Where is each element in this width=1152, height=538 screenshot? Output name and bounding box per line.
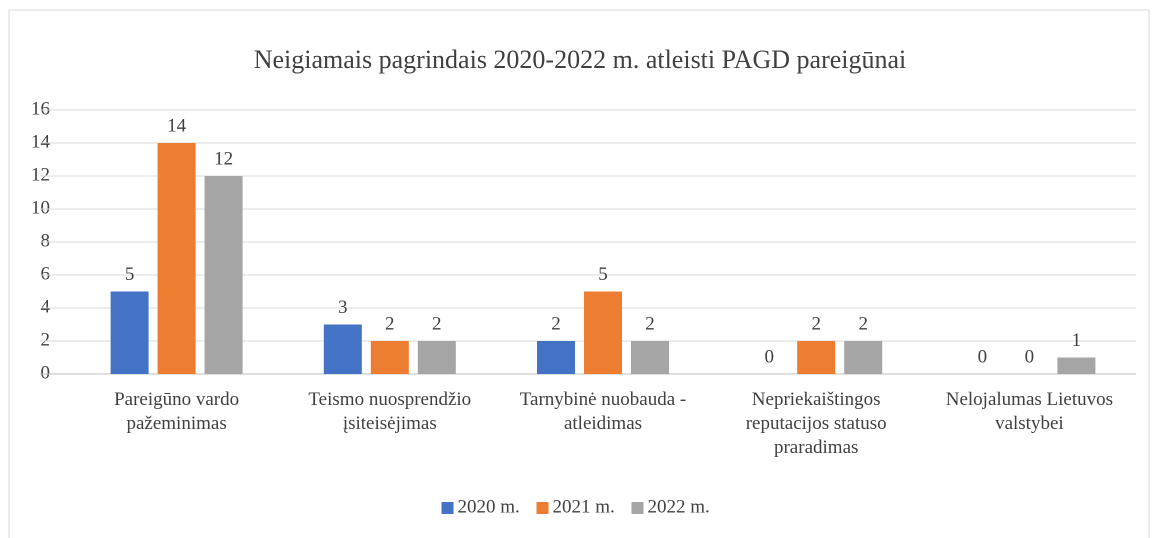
bar (204, 176, 243, 374)
y-tick-label: 8 (41, 230, 51, 251)
legend-swatch (441, 502, 454, 514)
legend-swatch (536, 502, 549, 514)
bar (370, 341, 409, 374)
bar (631, 341, 669, 374)
bar (417, 341, 456, 374)
bar (537, 341, 575, 374)
y-tick-label: 16 (31, 98, 50, 119)
y-tick-label: 2 (41, 329, 51, 350)
data-label: 0 (1025, 346, 1035, 367)
y-tick-label: 0 (41, 362, 51, 383)
legend-swatch (631, 502, 644, 514)
data-label: 12 (214, 148, 233, 169)
data-label: 2 (811, 313, 821, 334)
bar (157, 143, 196, 374)
y-tick-label: 12 (31, 164, 50, 185)
y-tick-label: 4 (41, 296, 51, 317)
legend-label: 2022 m. (648, 496, 710, 517)
bar (110, 291, 149, 374)
x-tick-label: Nelojalumas Lietuvos valstybei (945, 389, 1114, 434)
data-label: 5 (125, 264, 135, 285)
x-tick-label: Teismo nuosprendžio įsiteisėjimas (308, 389, 472, 434)
bar (584, 291, 622, 374)
bar (844, 341, 883, 374)
bar (323, 324, 362, 374)
data-label: 1 (1072, 330, 1082, 351)
data-label: 2 (432, 313, 442, 334)
chart-title: Neigiamais pagrindais 2020-2022 m. atlei… (254, 45, 907, 74)
data-label: 2 (551, 313, 561, 334)
y-tick-label: 6 (41, 263, 51, 284)
data-label: 14 (167, 115, 187, 136)
x-tick-label: Pareigūno vardo pažeminimas (114, 389, 240, 434)
data-label: 2 (858, 313, 868, 334)
y-tick-label: 14 (31, 131, 51, 152)
bar (797, 341, 836, 374)
data-label: 5 (598, 264, 608, 285)
data-label: 0 (764, 346, 774, 367)
legend-label: 2020 m. (458, 496, 520, 517)
x-tick-label: Tarnybinė nuobauda - atleidimas (519, 389, 687, 434)
data-label: 2 (385, 313, 395, 334)
y-tick-label: 10 (31, 197, 50, 218)
legend-label: 2021 m. (553, 496, 615, 517)
data-label: 3 (338, 297, 348, 318)
data-label: 2 (645, 313, 655, 334)
bar (1057, 357, 1096, 374)
data-label: 0 (978, 346, 988, 367)
chart-frame (8, 9, 1150, 538)
x-tick-label: Nepriekaištingos reputacijos statuso pra… (745, 389, 887, 458)
